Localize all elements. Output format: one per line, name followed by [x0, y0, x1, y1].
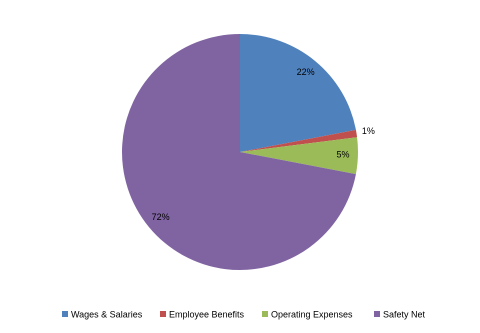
data-label: 1%: [362, 126, 375, 136]
legend-label: Employee Benefits: [169, 309, 245, 319]
legend-label: Wages & Salaries: [71, 309, 143, 319]
legend-label: Safety Net: [383, 309, 426, 319]
legend-swatch: [62, 311, 68, 317]
legend-swatch: [262, 311, 268, 317]
legend-swatch: [374, 311, 380, 317]
data-label: 22%: [297, 67, 315, 77]
legend-label: Operating Expenses: [271, 309, 353, 319]
data-label: 5%: [336, 150, 349, 160]
pie-slice: [240, 137, 359, 175]
pie-slice: [240, 129, 358, 152]
data-label: 72%: [152, 212, 170, 222]
legend-swatch: [160, 311, 166, 317]
pie-slice: [122, 34, 356, 271]
pie-slice: [240, 34, 356, 152]
